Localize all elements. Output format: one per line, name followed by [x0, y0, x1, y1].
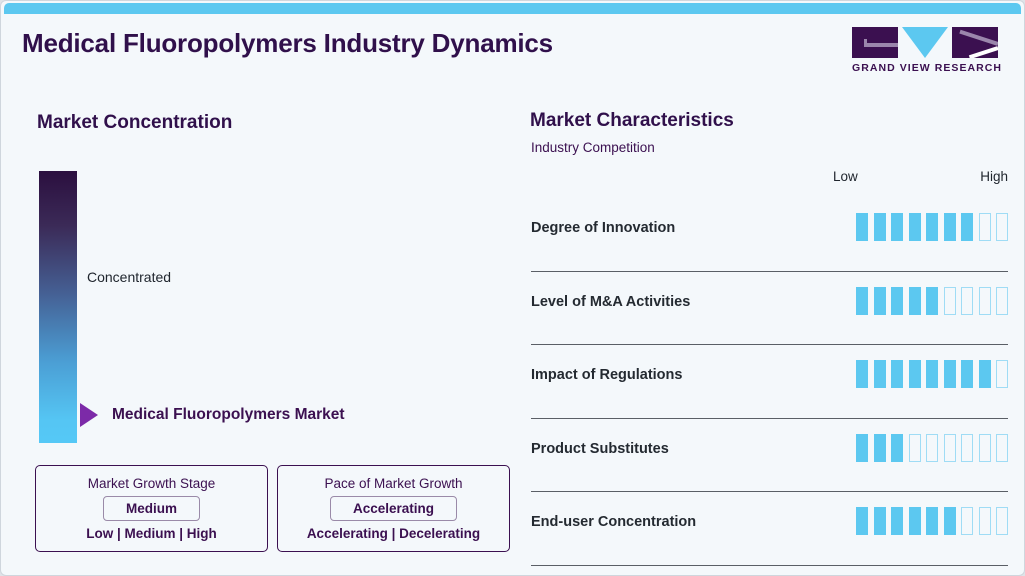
- pace-of-market-growth-title: Pace of Market Growth: [324, 476, 463, 491]
- scale-label-high: High: [980, 169, 1008, 184]
- characteristic-row: Level of M&A Activities: [531, 272, 1008, 345]
- characteristic-rating-bar: [856, 433, 1008, 462]
- brand-logo: GRAND VIEW RESEARCH: [852, 27, 1003, 74]
- rating-segment-filled: [943, 507, 956, 535]
- rating-segment-filled: [891, 360, 903, 388]
- characteristic-label: Degree of Innovation: [531, 220, 676, 236]
- rating-segment-filled: [891, 286, 903, 315]
- rating-segment-filled: [891, 213, 903, 241]
- market-characteristics-subheading: Industry Competition: [531, 140, 655, 155]
- rating-segment-filled: [943, 213, 956, 241]
- rating-segment-filled: [891, 433, 903, 462]
- rating-segment-filled: [873, 213, 886, 241]
- market-growth-stage-box: Market Growth Stage Medium Low | Medium …: [35, 465, 268, 552]
- rating-segment-empty: [996, 360, 1008, 388]
- rating-segment-filled: [856, 433, 868, 462]
- market-growth-stage-title: Market Growth Stage: [87, 476, 216, 491]
- pace-of-market-growth-box: Pace of Market Growth Accelerating Accel…: [277, 465, 510, 552]
- rating-segment-filled: [978, 360, 991, 388]
- rating-segment-filled: [891, 507, 903, 535]
- market-characteristics-panel: Market Characteristics Industry Competit…: [513, 96, 1024, 575]
- scale-label-low: Low: [833, 169, 858, 184]
- characteristics-rows: Degree of Innovation Level of M&A Activit…: [531, 198, 1008, 566]
- rating-segment-empty: [943, 433, 956, 462]
- rating-scale-labels: Low High: [833, 169, 1008, 184]
- characteristic-label: Level of M&A Activities: [531, 293, 691, 310]
- rating-segment-filled: [908, 507, 921, 535]
- rating-segment-filled: [873, 507, 886, 535]
- rating-segment-empty: [978, 286, 991, 315]
- rating-segment-filled: [856, 213, 868, 241]
- concentration-marker-label: Medical Fluoropolymers Market: [112, 406, 345, 423]
- rating-segment-empty: [978, 507, 991, 535]
- rating-segment-filled: [926, 507, 938, 535]
- logo-g-icon: [852, 27, 898, 58]
- triangle-right-icon: [80, 403, 98, 427]
- rating-segment-empty: [978, 213, 991, 241]
- rating-segment-filled: [926, 286, 938, 315]
- rating-segment-filled: [873, 286, 886, 315]
- characteristic-rating-bar: [856, 507, 1008, 535]
- concentration-marker: [80, 403, 98, 427]
- rating-segment-filled: [908, 360, 921, 388]
- market-concentration-heading: Market Concentration: [37, 112, 233, 133]
- rating-segment-filled: [926, 360, 938, 388]
- logo-r-bar-highlight: [968, 46, 998, 58]
- rating-segment-filled: [961, 360, 973, 388]
- characteristic-row: Impact of Regulations: [531, 345, 1008, 419]
- rating-segment-empty: [996, 507, 1008, 535]
- rating-segment-empty: [961, 286, 973, 315]
- concentration-gradient-scale: [39, 171, 77, 443]
- rating-segment-filled: [856, 360, 868, 388]
- rating-segment-empty: [978, 433, 991, 462]
- logo-v-triangle-icon: [902, 27, 948, 58]
- rating-segment-empty: [996, 433, 1008, 462]
- characteristic-rating-bar: [856, 360, 1008, 388]
- logo-wordmark: GRAND VIEW RESEARCH: [852, 62, 1003, 74]
- rating-segment-empty: [996, 213, 1008, 241]
- logo-r-bar: [959, 29, 998, 46]
- characteristic-row: Degree of Innovation: [531, 198, 1008, 272]
- rating-segment-filled: [873, 360, 886, 388]
- pace-of-market-growth-scale: Accelerating | Decelerating: [306, 526, 481, 541]
- rating-segment-filled: [961, 213, 973, 241]
- logo-g-bar: [864, 43, 898, 47]
- rating-segment-empty: [943, 286, 956, 315]
- rating-segment-filled: [856, 286, 868, 315]
- scale-label-concentrated: Concentrated: [87, 269, 172, 285]
- page-title: Medical Fluoropolymers Industry Dynamics: [22, 28, 553, 58]
- rating-segment-filled: [856, 507, 868, 535]
- rating-segment-empty: [996, 286, 1008, 315]
- rating-segment-filled: [873, 433, 886, 462]
- rating-segment-filled: [908, 286, 921, 315]
- market-concentration-panel: Market Concentration Concentrated Fragme…: [1, 96, 513, 575]
- market-characteristics-heading: Market Characteristics: [530, 110, 734, 131]
- rating-segment-filled: [926, 213, 938, 241]
- rating-segment-empty: [961, 433, 973, 462]
- pace-of-market-growth-value: Accelerating: [329, 496, 458, 521]
- characteristic-rating-bar: [856, 213, 1008, 241]
- rating-segment-filled: [908, 213, 921, 241]
- characteristic-label: Impact of Regulations: [531, 367, 683, 383]
- logo-marks: [852, 27, 998, 58]
- rating-segment-empty: [961, 507, 973, 535]
- top-accent-bar: [4, 3, 1021, 14]
- rating-segment-empty: [908, 433, 921, 462]
- characteristic-rating-bar: [856, 286, 1008, 315]
- market-growth-stage-value: Medium: [102, 496, 200, 521]
- characteristic-row: End-user Concentration: [531, 492, 1008, 566]
- characteristic-row: Product Substitutes: [531, 419, 1008, 492]
- growth-stat-boxes: Market Growth Stage Medium Low | Medium …: [35, 465, 510, 552]
- rating-segment-empty: [926, 433, 938, 462]
- logo-r-icon: [952, 27, 998, 58]
- characteristic-label: Product Substitutes: [531, 440, 669, 457]
- characteristic-label: End-user Concentration: [531, 514, 697, 530]
- market-growth-stage-scale: Low | Medium | High: [86, 526, 217, 541]
- logo-g-stem: [864, 39, 867, 47]
- header: Medical Fluoropolymers Industry Dynamics…: [1, 14, 1024, 89]
- rating-segment-filled: [943, 360, 956, 388]
